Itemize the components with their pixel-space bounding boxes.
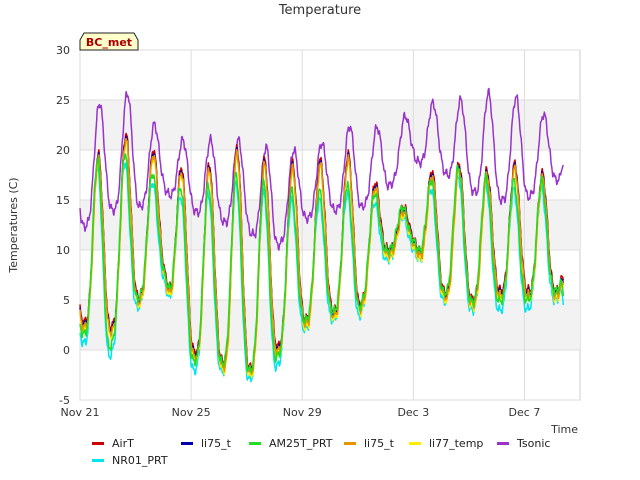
- y-tick-label: -5: [59, 394, 70, 407]
- legend-swatch-li75-t: [181, 441, 193, 445]
- y-axis-label: Temperatures (C): [7, 177, 20, 273]
- legend-item-li77-temp: li77_temp: [409, 436, 483, 452]
- legend-swatch-airt: [92, 441, 104, 445]
- x-tick-label: Nov 21: [61, 406, 100, 419]
- legend-swatch-am25t-prt: [249, 441, 261, 445]
- legend-item-tsonic: Tsonic: [497, 436, 550, 452]
- background-bands: [80, 100, 580, 350]
- x-tick-label: Dec 3: [397, 406, 429, 419]
- x-tick-label: Nov 29: [283, 406, 322, 419]
- series-line-tsonic-6: [79, 87, 565, 251]
- legend-swatch-tsonic: [497, 441, 509, 445]
- band-2: [80, 100, 580, 150]
- series-layer: [79, 87, 565, 383]
- legend-label-li75-t-2: li75_t: [364, 437, 394, 450]
- x-tick-label: Dec 7: [509, 406, 541, 419]
- legend-item-airt: AirT: [92, 436, 134, 452]
- legend-swatch-nr01-prt: [92, 458, 104, 462]
- legend-item-nr01-prt: NR01_PRT: [92, 453, 168, 469]
- y-tick-label: 25: [56, 94, 70, 107]
- legend-swatch-li75-t-2: [344, 441, 356, 445]
- chart-title: Temperature: [278, 3, 361, 18]
- legend-label-am25t-prt: AM25T_PRT: [269, 437, 333, 450]
- legend-item-li75-t-2: li75_t: [344, 436, 394, 452]
- station-label-box: BC_met: [79, 32, 139, 51]
- y-axis-ticks: -5 0 5 10 15 20 25 30: [56, 44, 70, 407]
- station-label: BC_met: [86, 36, 132, 49]
- x-axis-ticks: Nov 21 Nov 25 Nov 29 Dec 3 Dec 7: [61, 406, 541, 419]
- x-axis-label: Time: [550, 423, 578, 436]
- legend-item-li75-t: li75_t: [181, 436, 231, 452]
- y-tick-label: 10: [56, 244, 70, 257]
- legend-label-nr01-prt: NR01_PRT: [112, 454, 168, 467]
- legend-label-airt: AirT: [112, 437, 134, 450]
- legend-label-li75-t: li75_t: [201, 437, 231, 450]
- legend-item-am25t-prt: AM25T_PRT: [249, 436, 332, 452]
- y-tick-label: 0: [63, 344, 70, 357]
- series-line-li75-t-4: [79, 137, 565, 376]
- x-tick-label: Nov 25: [172, 406, 211, 419]
- y-tick-label: 30: [56, 44, 70, 57]
- y-tick-label: 15: [56, 194, 70, 207]
- y-tick-label: 20: [56, 144, 70, 157]
- legend-swatch-li77-temp: [409, 441, 421, 445]
- band-1: [80, 200, 580, 250]
- y-tick-label: 5: [63, 294, 70, 307]
- legend-label-li77-temp: li77_temp: [429, 437, 484, 450]
- legend: AirT li75_t AM25T_PRT li75_t li77_temp T…: [88, 436, 608, 472]
- gridlines: [79, 49, 580, 401]
- legend-label-tsonic: Tsonic: [517, 437, 551, 450]
- series-line-am25t-prt-3: [79, 153, 565, 374]
